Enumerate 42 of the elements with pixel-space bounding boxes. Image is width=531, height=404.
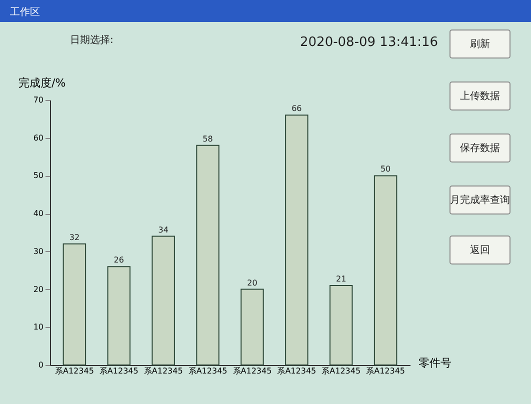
text: 保存数据: [460, 142, 500, 154]
bar: [196, 144, 220, 366]
text: 月完成率查询: [450, 194, 510, 206]
data-label: 21: [336, 274, 346, 284]
x-tick-label: 系A12345: [277, 366, 316, 376]
y-tick-label: 60: [33, 133, 44, 142]
data-label: 34: [158, 225, 168, 234]
bar: [107, 266, 130, 366]
text: 刷新: [470, 38, 490, 50]
x-tick-label: 系A12345: [54, 366, 94, 376]
bar: [330, 285, 353, 366]
data-label: 20: [247, 278, 258, 288]
x-tick-label: 系A12345: [322, 366, 361, 376]
y-tick-label: 0: [38, 360, 44, 370]
data-label: 58: [202, 134, 213, 144]
text: 工作区: [10, 7, 40, 18]
y-tick-label: 20: [33, 284, 44, 294]
data-label: 26: [114, 256, 124, 265]
bar: [240, 288, 264, 366]
text: 2020-08-09 13:41:16: [300, 35, 438, 50]
data-label: 66: [292, 104, 302, 114]
x-tick-label: 系A12345: [232, 366, 272, 376]
y-tick-label: 30: [33, 246, 44, 256]
y-tick-label: 40: [33, 209, 44, 218]
x-tick-label: 系A12345: [144, 366, 183, 376]
bar: [62, 243, 86, 366]
bar: [152, 236, 175, 366]
text: 返回: [470, 244, 490, 256]
data-label: 32: [69, 232, 80, 242]
x-axis-title: 零件号: [418, 356, 452, 370]
text: 上传数据: [460, 90, 500, 102]
text: 日期选择:: [70, 34, 114, 46]
data-label: 50: [380, 164, 391, 174]
y-tick-label: 70: [33, 96, 44, 104]
y-axis-title: 完成度/%: [18, 76, 66, 90]
bar: [374, 175, 398, 366]
x-tick-label: 系A12345: [188, 366, 228, 376]
y-tick-label: 10: [33, 322, 44, 332]
x-tick-label: 系A12345: [99, 366, 138, 376]
y-tick-label: 50: [33, 171, 44, 180]
bar: [285, 114, 308, 366]
x-tick-label: 系A12345: [366, 366, 406, 376]
